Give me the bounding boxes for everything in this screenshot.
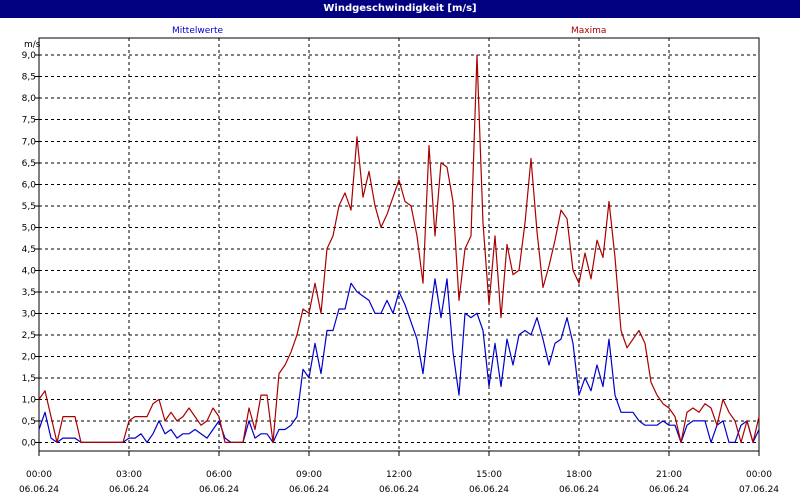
x-tick-time: 18:00 <box>566 470 592 480</box>
y-tick-label: 8,0 <box>22 94 37 104</box>
y-tick-label: 1,0 <box>22 395 37 405</box>
x-tick-time: 06:00 <box>206 470 232 480</box>
legend-maxima: Maxima <box>571 26 607 36</box>
y-tick-label: 8,5 <box>22 73 36 83</box>
series-line-maxima <box>38 54 760 443</box>
x-tick-time: 09:00 <box>296 470 322 480</box>
x-tick-date: 06.06.24 <box>469 485 509 495</box>
y-axis-unit: m/s <box>24 40 41 50</box>
x-tick-date: 06.06.24 <box>19 485 59 495</box>
series-line-mittelwerte <box>38 278 760 443</box>
x-tick-time: 21:00 <box>656 470 682 480</box>
x-tick-time: 00:00 <box>746 470 772 480</box>
x-tick-date: 06.06.24 <box>559 485 599 495</box>
y-tick-label: 2,0 <box>22 352 37 362</box>
y-tick-label: 6,0 <box>22 180 37 190</box>
legend-mittelwerte: Mittelwerte <box>172 26 224 36</box>
x-tick-date: 06.06.24 <box>109 485 149 495</box>
y-tick-labels: 0,0 0,5 1,0 1,5 2,0 2,5 3,0 3,5 4,0 4,5 5,0 5,5 6,0 6… <box>22 51 37 448</box>
y-tick-label: 9,0 <box>22 51 37 61</box>
x-tick-time: 03:00 <box>116 470 142 480</box>
y-tick-label: 4,0 <box>22 266 37 276</box>
y-tick-label: 5,0 <box>22 223 37 233</box>
series-lines <box>38 54 760 443</box>
x-tick-time: 15:00 <box>476 470 502 480</box>
y-tick-label: 4,5 <box>22 245 36 255</box>
y-tick-label: 7,5 <box>22 116 36 126</box>
x-tick-date: 06.06.24 <box>649 485 689 495</box>
y-tick-label: 3,5 <box>22 288 36 298</box>
x-tick-time: 00:00 <box>26 470 52 480</box>
axes <box>35 37 760 456</box>
y-tick-label: 3,0 <box>22 309 37 319</box>
chart-title: Windgeschwindigkeit [m/s] <box>0 0 800 18</box>
y-tick-label: 1,5 <box>22 374 36 384</box>
y-tick-label: 5,5 <box>22 202 36 212</box>
plot-frame <box>38 37 760 452</box>
grid <box>39 38 759 451</box>
y-tick-label: 6,5 <box>22 159 36 169</box>
x-tick-date: 06.06.24 <box>379 485 419 495</box>
x-tick-date: 06.06.24 <box>289 485 329 495</box>
x-tick-time: 12:00 <box>386 470 412 480</box>
y-tick-label: 0,5 <box>22 417 36 427</box>
y-tick-label: 2,5 <box>22 331 36 341</box>
x-tick-labels: 00:00 06.06.24 03:00 06.06.24 06:00 06.06.24 0… <box>19 470 779 495</box>
x-tick-date: 06.06.24 <box>199 485 239 495</box>
x-tick-date: 07.06.24 <box>739 485 779 495</box>
y-tick-label: 7,0 <box>22 137 37 147</box>
y-tick-label: 0,0 <box>22 438 37 448</box>
